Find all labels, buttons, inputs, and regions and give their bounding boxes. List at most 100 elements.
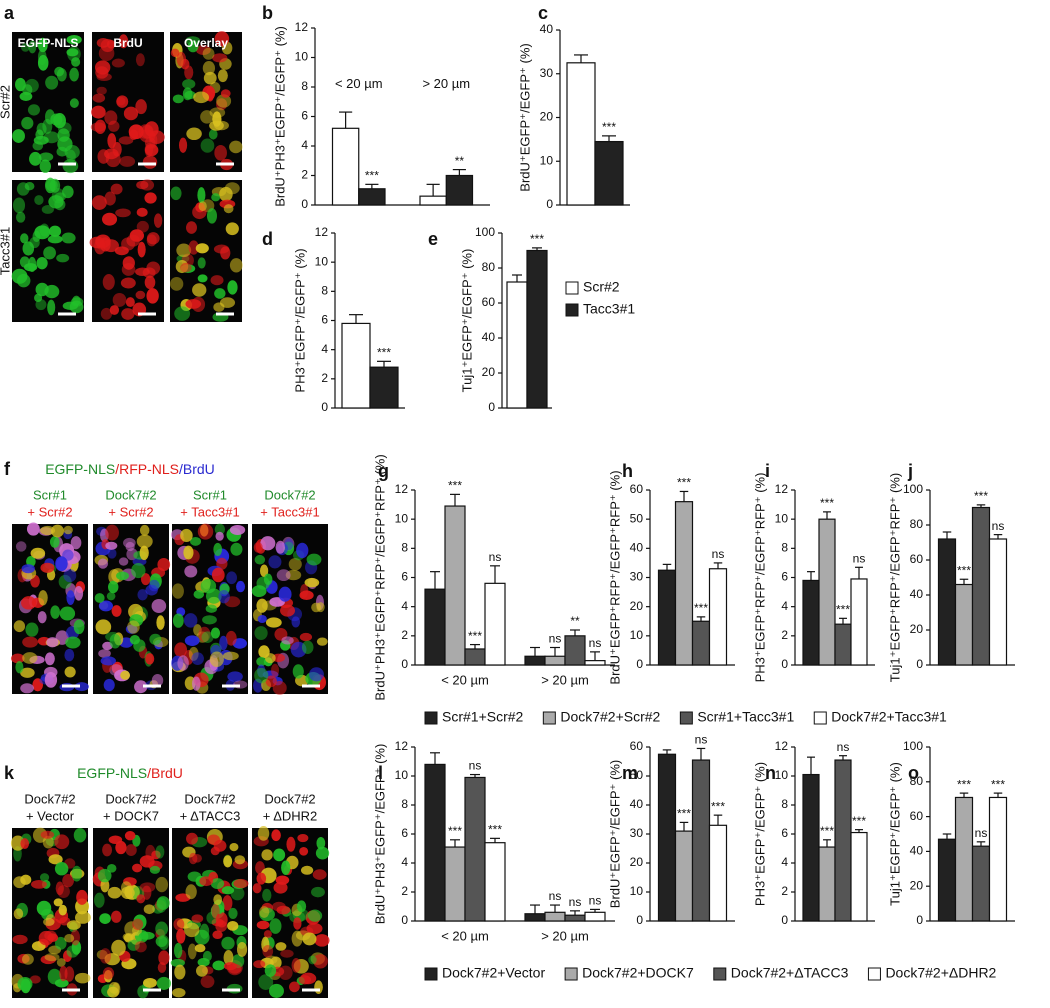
cell (118, 34, 129, 49)
y-tick-label: 2 (401, 628, 408, 642)
cell (316, 602, 325, 613)
cell (58, 904, 67, 916)
cell (297, 833, 309, 843)
bar (524, 655, 546, 666)
cell (151, 598, 167, 614)
y-tick-label: 60 (910, 552, 924, 566)
bar (358, 188, 386, 206)
cell (172, 613, 184, 628)
cell (30, 547, 46, 559)
column-label: Dock7#2 (105, 487, 156, 502)
significance: ns (549, 632, 562, 646)
cell (22, 636, 39, 648)
cell (118, 136, 134, 145)
panel-letter: k (4, 763, 15, 783)
cell (115, 840, 127, 855)
row-label: Scr#2 (0, 85, 12, 119)
cell (119, 156, 136, 167)
cell (142, 267, 156, 278)
cell (44, 284, 60, 299)
significance: ns (589, 636, 602, 650)
bar (988, 796, 1008, 922)
y-tick-label: 10 (775, 768, 789, 782)
cell (286, 836, 296, 852)
legend-swatch (564, 967, 578, 981)
cell (129, 229, 144, 242)
cell (258, 974, 274, 990)
y-tick-label: 2 (401, 884, 408, 898)
cell (120, 881, 132, 895)
cell (50, 113, 63, 126)
cell (28, 40, 37, 54)
cell (59, 606, 76, 621)
cell (24, 182, 35, 191)
legend-label: Dock7#2+ΔDHR2 (885, 965, 996, 981)
cell (91, 105, 106, 119)
bar (369, 366, 399, 409)
y-tick-label: 8 (401, 797, 408, 811)
bar (954, 796, 974, 922)
cell (198, 201, 207, 212)
bar (657, 569, 677, 666)
y-tick-label: 8 (301, 79, 308, 93)
cell (156, 615, 165, 630)
cell (53, 898, 63, 907)
cell (139, 524, 150, 536)
cell (265, 653, 276, 664)
cell (103, 678, 115, 692)
significance: ** (570, 614, 580, 628)
cell (174, 306, 191, 321)
significance: *** (468, 629, 482, 643)
cell (156, 896, 170, 910)
cell (62, 874, 74, 888)
cell (200, 578, 217, 594)
cell (151, 850, 161, 860)
y-tick-label: 20 (630, 855, 644, 869)
significance: *** (852, 814, 866, 828)
bar (419, 195, 447, 206)
cell (103, 239, 119, 253)
y-axis-label: BrdU⁺PH3⁺EGFP⁺/EGFP⁺ (%) (372, 744, 387, 925)
y-tick-label: 4 (401, 855, 408, 869)
cell (254, 554, 266, 565)
cell (180, 262, 192, 273)
y-tick-label: 8 (321, 284, 328, 298)
cell (276, 905, 291, 915)
significance: ns (837, 740, 850, 754)
cell (230, 542, 243, 556)
y-tick-label: 0 (916, 657, 923, 671)
legend-swatch (679, 711, 693, 725)
cell (56, 68, 67, 82)
cell (112, 292, 127, 307)
cell (50, 605, 61, 619)
y-tick-label: 40 (910, 844, 924, 858)
bar (341, 322, 371, 409)
cell (221, 936, 235, 950)
cell (300, 865, 314, 875)
cell (39, 223, 50, 237)
cell (43, 131, 60, 144)
cell (275, 540, 286, 554)
cell (36, 900, 52, 916)
cell (19, 256, 30, 268)
cell (34, 293, 43, 303)
cell (116, 571, 129, 581)
cell (106, 591, 116, 601)
legend-label: Dock7#2+ΔTACC3 (731, 965, 849, 981)
cell (74, 911, 91, 924)
cell (155, 845, 165, 859)
cell (158, 950, 170, 966)
panel-letter: c (538, 3, 548, 23)
cell (210, 878, 225, 890)
cell (271, 663, 280, 678)
column-label: + Scr#2 (108, 504, 153, 519)
cell (233, 878, 249, 889)
cell (29, 151, 42, 166)
panel-letter: a (4, 3, 15, 23)
cell (207, 834, 220, 845)
cell (57, 122, 72, 135)
cells (251, 536, 328, 695)
cell (15, 211, 26, 223)
y-tick-label: 40 (630, 797, 644, 811)
cell (102, 212, 118, 226)
